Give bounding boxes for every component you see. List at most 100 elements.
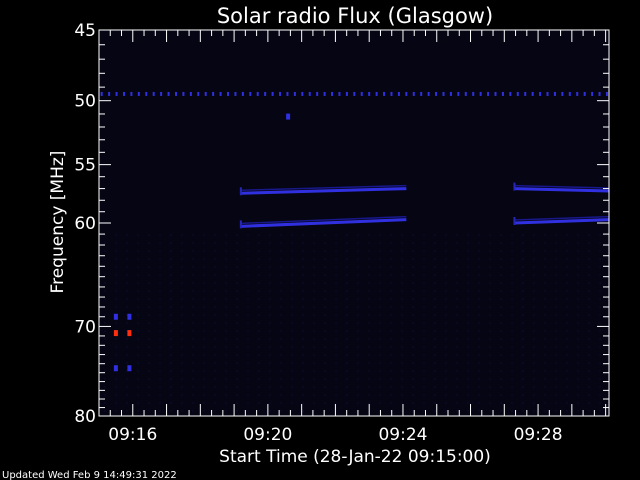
burst-point [113,365,118,372]
dotted-line-dot [353,91,356,96]
y-tick-label: 60 [74,214,96,234]
y-tick-label: 45 [74,21,96,41]
dotted-line-dot [108,91,111,96]
dotted-line-dot [449,91,452,96]
spectrogram-signal-layer [100,91,610,416]
dotted-line-dot [464,91,467,96]
dotted-line-dot [576,91,579,96]
dotted-line-dot [487,91,490,96]
dotted-line-dot [100,91,103,96]
dotted-line-dot [122,91,125,96]
dotted-line-dot [531,91,534,96]
dotted-line-dot [286,91,289,96]
dotted-line-dot [271,91,274,96]
dotted-line-dot [546,91,549,96]
dotted-line-dot [197,91,200,96]
emission-band-halo [514,184,610,189]
emission-band-halo [240,184,407,192]
emission-band [514,187,610,193]
dotted-line-dot [472,91,475,96]
dotted-line-dot [605,91,608,96]
x-tick-label: 09:20 [243,425,292,445]
burst-point [286,113,291,120]
dotted-line-dot [249,91,252,96]
dotted-line-dot [516,91,519,96]
dotted-line-dot [219,91,222,96]
dotted-line-dot [279,91,282,96]
emission-band [514,218,610,225]
dotted-line-dot [420,91,423,96]
dotted-line-dot [167,91,170,96]
dotted-line-dot [212,91,215,96]
x-tick-label: 09:28 [514,425,563,445]
dotted-line-dot [397,91,400,96]
dotted-line-dot [293,91,296,96]
dotted-line-dot [130,91,133,96]
dotted-line-dot [591,91,594,96]
burst-point [127,313,132,320]
burst-point [113,313,118,320]
dotted-line-dot [539,91,542,96]
dotted-line-dot [338,91,341,96]
dotted-line-dot [561,91,564,96]
dotted-line-dot [308,91,311,96]
axis-ticks [99,29,609,417]
dotted-line-dot [323,91,326,96]
dotted-line-dot [524,91,527,96]
y-tick-label: 50 [74,92,96,112]
dotted-line-dot [479,91,482,96]
dotted-line-dot [509,91,512,96]
dotted-line-dot [501,91,504,96]
emission-band [240,218,407,228]
x-tick-label: 09:16 [108,425,157,445]
dotted-line-dot [301,91,304,96]
dotted-line-dot [264,91,267,96]
dotted-line-dot [568,91,571,96]
dotted-line-dot [189,91,192,96]
y-axis-label: Frequency [MHz] [48,151,68,294]
updated-timestamp: Updated Wed Feb 9 14:49:31 2022 [2,470,177,480]
chart-title: Solar radio Flux (Glasgow) [217,4,493,28]
emission-band [240,187,407,195]
burst-point [113,330,118,337]
emission-band-halo [240,215,407,225]
burst-point [127,365,132,372]
dotted-line-dot [583,91,586,96]
y-tick-label: 80 [74,407,96,427]
dotted-line-dot [553,91,556,96]
dotted-line-dot [316,91,319,96]
x-axis-label: Start Time (28-Jan-22 09:15:00) [219,447,491,467]
dotted-line-dot [137,91,140,96]
plot-frame [98,29,610,417]
dotted-line-dot [494,91,497,96]
dotted-line-dot [256,91,259,96]
dotted-line-dot [390,91,393,96]
dotted-line-dot [204,91,207,96]
dotted-line-dot [412,91,415,96]
dotted-line-dot [457,91,460,96]
dotted-line-dot [160,91,163,96]
dotted-line-dot [598,91,601,96]
dotted-line-dot [360,91,363,96]
dotted-line-dot [234,91,237,96]
emission-band-halo [514,215,610,221]
dotted-line-dot [442,91,445,96]
dotted-line-dot [435,91,438,96]
dotted-line-dot [427,91,430,96]
x-tick-label: 09:24 [378,425,427,445]
y-tick-label: 55 [74,156,96,176]
dotted-line-dot [405,91,408,96]
y-tick-label: 70 [74,317,96,337]
dotted-line-dot [383,91,386,96]
dotted-line-dot [368,91,371,96]
dotted-line-dot [331,91,334,96]
dotted-line-dot [345,91,348,96]
dotted-line-dot [115,91,118,96]
dotted-line-dot [182,91,185,96]
dotted-line-dot [375,91,378,96]
burst-point [127,330,132,337]
dotted-line-dot [227,91,230,96]
dotted-line-dot [241,91,244,96]
dotted-line-dot [145,91,148,96]
